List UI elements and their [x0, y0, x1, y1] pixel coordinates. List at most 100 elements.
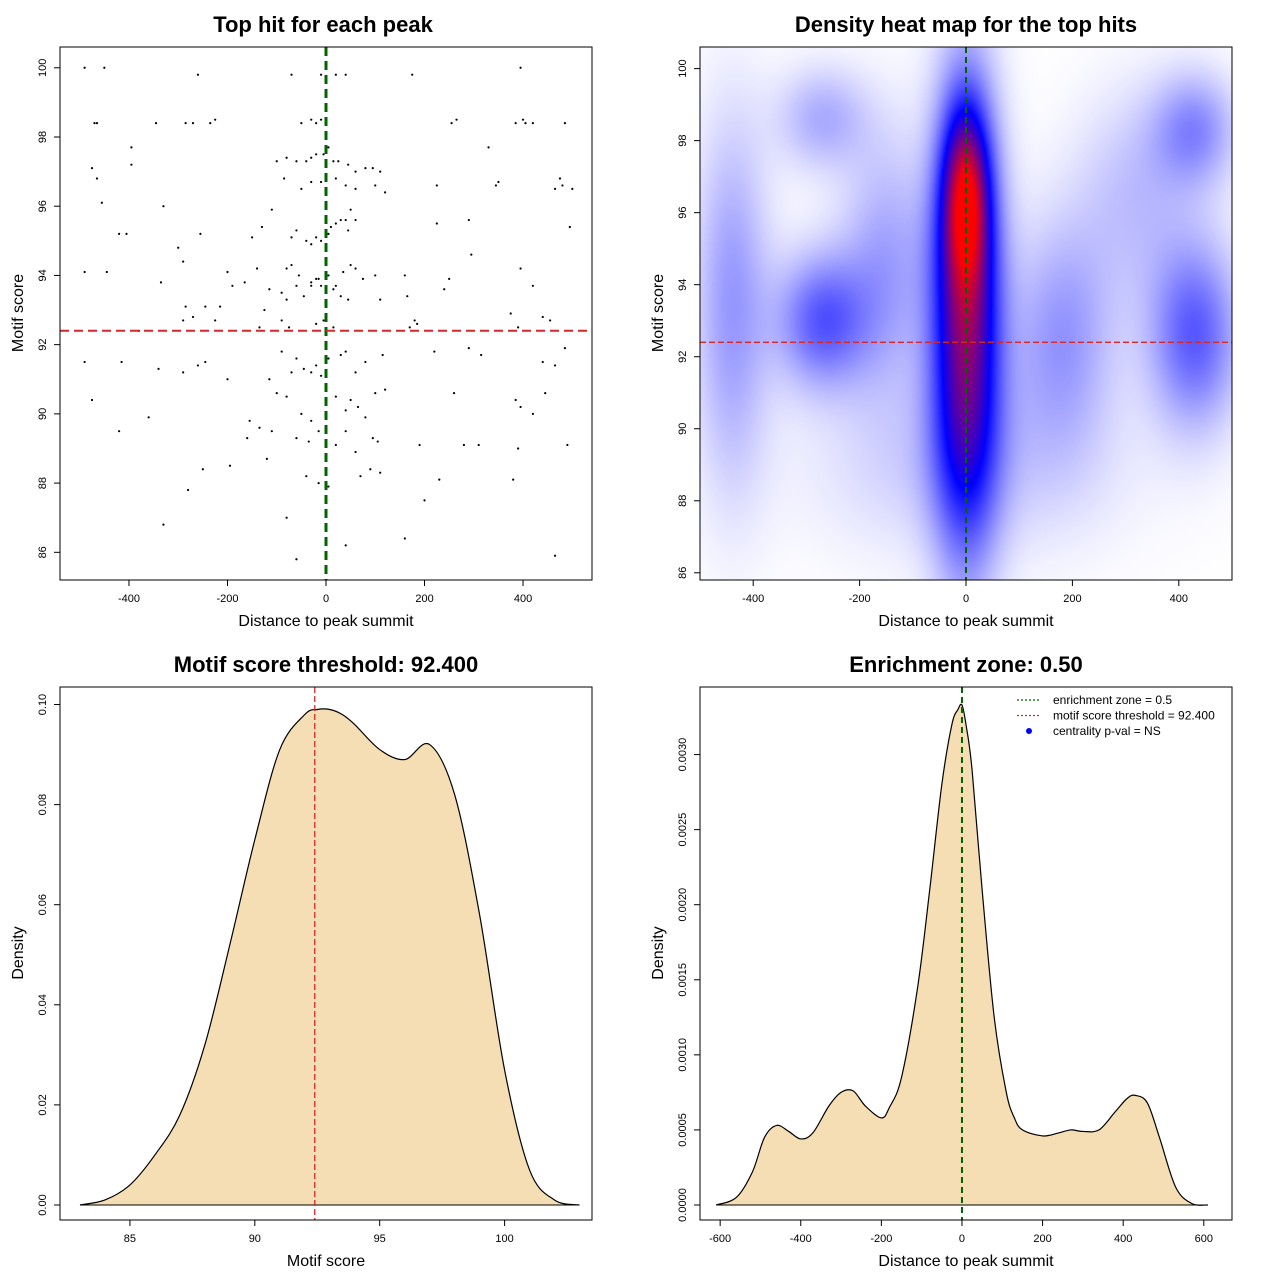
data-point — [228, 464, 232, 467]
x-tick-label: -200 — [849, 593, 871, 605]
y-tick-label: 96 — [37, 200, 49, 212]
y-tick-label: 100 — [37, 59, 49, 77]
data-point — [379, 471, 382, 474]
data-point — [480, 353, 483, 357]
y-tick-label: 0.0005 — [677, 1113, 689, 1147]
x-tick-label: 85 — [124, 1233, 136, 1245]
data-point — [214, 118, 217, 121]
chart-title: Top hit for each peak — [213, 12, 433, 37]
data-point — [310, 156, 313, 159]
y-tick-label: 0.10 — [37, 694, 49, 715]
y-tick-label: 92 — [677, 351, 689, 363]
x-axis-label: Distance to peak summit — [238, 613, 414, 630]
data-point — [519, 267, 522, 270]
data-point — [339, 295, 342, 298]
data-point — [374, 184, 377, 187]
data-point — [317, 277, 320, 280]
data-point — [553, 364, 557, 367]
chart-title: Motif score threshold: 92.400 — [174, 652, 478, 677]
data-point — [90, 167, 94, 170]
x-tick-label: 400 — [1114, 1233, 1132, 1245]
data-point — [332, 326, 335, 329]
data-point — [334, 222, 337, 225]
y-tick-label: 0.0010 — [677, 1038, 689, 1072]
heatmap-panel: Density heat map for the top hits Distan… — [650, 12, 1233, 630]
density-fill — [79, 708, 580, 1205]
data-point — [327, 274, 330, 277]
data-point — [260, 225, 264, 229]
data-point — [344, 430, 347, 433]
data-point — [553, 187, 557, 191]
data-point — [315, 236, 318, 239]
data-point — [251, 236, 254, 239]
data-point — [319, 118, 323, 121]
data-point — [435, 222, 438, 225]
data-point — [302, 367, 305, 370]
data-point — [285, 298, 288, 301]
data-point — [514, 398, 517, 402]
data-point — [487, 146, 490, 149]
data-point — [452, 392, 456, 395]
data-point — [93, 122, 96, 125]
data-point — [455, 118, 458, 121]
data-point — [201, 468, 204, 471]
data-point — [364, 416, 367, 419]
data-point — [566, 443, 569, 447]
data-point — [182, 319, 185, 322]
data-point — [349, 208, 352, 211]
data-point — [384, 388, 387, 391]
y-tick-label: 98 — [37, 131, 49, 143]
data-point — [162, 205, 165, 208]
y-tick-label: 94 — [677, 279, 689, 291]
density-fill — [716, 704, 1208, 1206]
data-point — [477, 443, 480, 447]
x-tick-label: 200 — [415, 593, 433, 605]
data-point — [379, 298, 382, 301]
data-point — [354, 450, 357, 454]
data-point — [177, 246, 180, 249]
data-point — [305, 160, 308, 163]
data-point — [369, 468, 372, 471]
data-point — [118, 232, 121, 235]
data-point — [337, 160, 340, 163]
legend-label: enrichment zone = 0.5 — [1053, 693, 1172, 707]
data-point — [243, 281, 246, 284]
data-point — [347, 229, 350, 232]
x-tick-label: -400 — [118, 593, 140, 605]
data-point — [295, 558, 298, 561]
data-point — [376, 440, 379, 443]
data-point — [364, 167, 367, 170]
data-point — [154, 122, 158, 125]
data-point — [462, 443, 466, 447]
data-point — [290, 371, 293, 374]
data-point — [549, 319, 552, 322]
data-point — [147, 416, 150, 419]
data-point — [413, 319, 416, 322]
legend-label: centrality p-val = NS — [1053, 724, 1161, 738]
data-point — [125, 232, 128, 235]
x-tick-label: 0 — [963, 593, 969, 605]
y-tick-label: 0.08 — [37, 794, 49, 815]
data-point — [300, 122, 303, 125]
data-point — [204, 305, 207, 308]
data-point — [354, 371, 357, 374]
data-point — [379, 170, 382, 173]
data-point — [342, 270, 345, 274]
x-tick-label: -400 — [742, 593, 764, 605]
data-point — [105, 270, 108, 274]
y-tick-label: 88 — [677, 495, 689, 507]
data-point — [334, 284, 337, 287]
x-tick-label: 95 — [374, 1233, 386, 1245]
data-point — [226, 270, 229, 274]
x-tick-label: 0 — [323, 593, 329, 605]
x-tick-label: 200 — [1063, 593, 1081, 605]
data-point — [344, 73, 347, 76]
data-point — [310, 281, 313, 284]
data-point — [268, 288, 271, 291]
y-tick-label: 0.00 — [37, 1194, 49, 1215]
plot-area — [715, 687, 1208, 1220]
legend-symbol — [1026, 728, 1032, 734]
data-point — [196, 364, 200, 367]
y-axis-label: Density — [650, 926, 667, 979]
data-point — [191, 315, 195, 319]
